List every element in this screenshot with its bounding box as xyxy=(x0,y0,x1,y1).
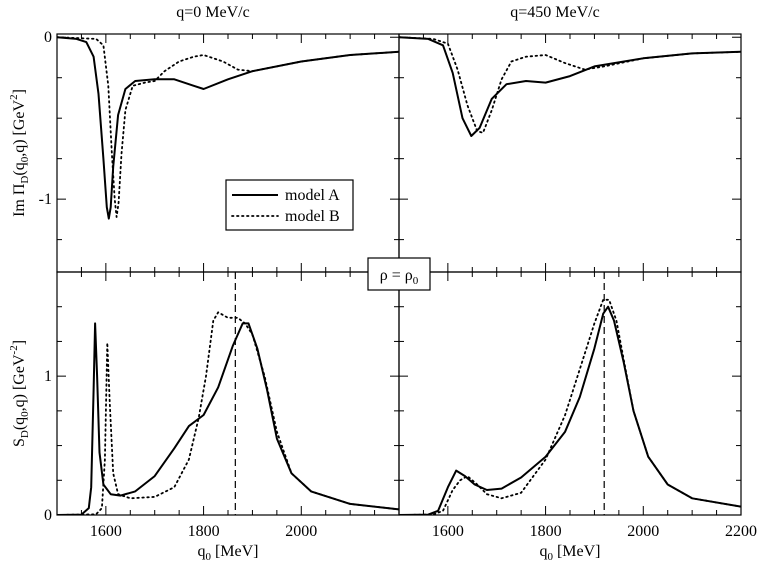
y-tick-label: 0 xyxy=(44,507,52,524)
series-line-model-a xyxy=(57,36,399,220)
x-tick-label: 2200 xyxy=(725,523,757,540)
series-line-model-a xyxy=(57,322,399,515)
legend-frame xyxy=(225,179,354,231)
x-tick-label: 1600 xyxy=(432,523,464,540)
y-tick-label: -1 xyxy=(39,191,52,208)
x-tick-label: 1600 xyxy=(90,523,122,540)
x-axis-label: q0 [MeV] xyxy=(197,543,258,563)
legend-label: model A xyxy=(285,187,340,204)
legend: model A model B xyxy=(225,179,354,231)
x-tick-label: 2000 xyxy=(285,523,317,540)
panel-bottom-left: 1600 1800 2000 0 1 xyxy=(44,271,400,540)
panel-frame xyxy=(398,33,742,273)
y-tick-label: 1 xyxy=(44,368,52,385)
panel-frame xyxy=(56,271,400,516)
y-axis-label-bottom: SD(q0,q) [GeV-2] xyxy=(8,340,31,447)
series-line-model-b xyxy=(399,36,741,134)
density-label-box: ρ = ρ0 xyxy=(367,257,431,291)
panel-frame xyxy=(56,33,400,273)
series-line-model-b xyxy=(57,311,399,515)
panel-title: q=0 MeV/c xyxy=(176,4,249,21)
x-tick-label: 1800 xyxy=(530,523,562,540)
panel-bottom-right: 1600 1800 2000 2200 xyxy=(398,271,757,540)
x-tick-label: 1800 xyxy=(188,523,220,540)
y-tick-label: 0 xyxy=(44,29,52,46)
x-tick-label: 2000 xyxy=(627,523,659,540)
panel-title: q=450 MeV/c xyxy=(510,4,599,21)
density-label-frame xyxy=(367,257,431,291)
series-line-model-a xyxy=(399,305,741,515)
density-label: ρ = ρ0 xyxy=(380,267,419,287)
panel-top-right xyxy=(398,33,742,273)
legend-label: model B xyxy=(285,208,340,225)
series-line-model-b xyxy=(57,36,399,218)
panel-top-left: 0 -1 xyxy=(39,29,400,273)
y-axis-label-top: Im ΠD(q0,q) [GeV2] xyxy=(8,89,31,217)
series-line-model-b xyxy=(399,298,741,515)
labels-layer: q=0 MeV/c q=450 MeV/c q0 [MeV] q0 [MeV] Im Π… xyxy=(8,4,601,563)
panel-frame xyxy=(398,271,742,516)
series-line-model-a xyxy=(399,36,741,137)
panels-layer: 0 -1 1600 1800 2000 0 1 1600 1800 2000 2200 xyxy=(39,29,757,540)
x-axis-label: q0 [MeV] xyxy=(539,543,600,563)
